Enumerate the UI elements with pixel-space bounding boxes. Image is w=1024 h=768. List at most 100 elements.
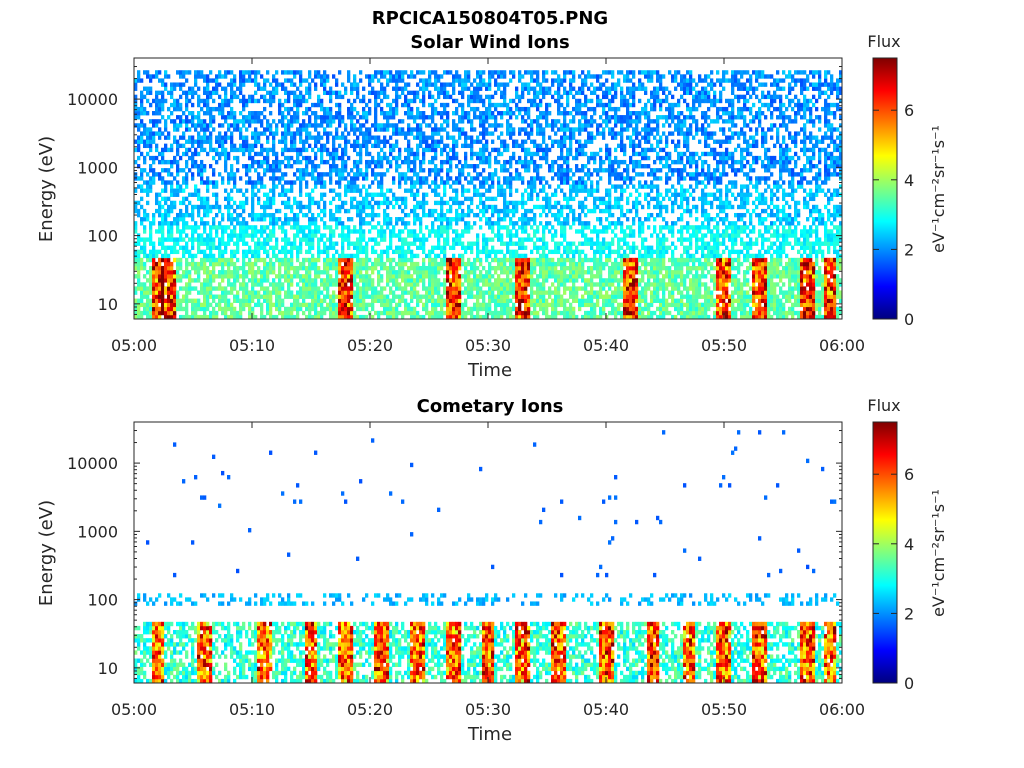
heatmap-cell bbox=[236, 265, 240, 271]
heatmap-cell bbox=[773, 274, 777, 279]
heatmap-cell bbox=[227, 302, 231, 308]
heatmap-cell bbox=[734, 233, 738, 238]
heatmap-cell bbox=[434, 314, 438, 320]
heatmap-cell bbox=[725, 265, 729, 271]
heatmap-cell bbox=[632, 302, 636, 308]
heatmap-cell bbox=[806, 278, 810, 283]
heatmap-cell bbox=[725, 294, 729, 299]
heatmap-cell bbox=[356, 257, 360, 263]
heatmap-cell bbox=[377, 298, 381, 303]
heatmap-cell bbox=[503, 200, 507, 206]
heatmap-cell bbox=[224, 294, 228, 299]
heatmap-cell bbox=[467, 294, 471, 299]
heatmap-cell bbox=[662, 298, 666, 303]
heatmap-cell bbox=[797, 212, 801, 218]
heatmap-cell bbox=[692, 257, 696, 263]
heatmap-cell bbox=[323, 261, 327, 267]
heatmap-cell bbox=[377, 200, 381, 206]
heatmap-cell bbox=[485, 241, 489, 246]
heatmap-cell bbox=[302, 261, 306, 267]
heatmap-cell bbox=[137, 270, 141, 275]
heatmap-cell bbox=[644, 257, 648, 263]
heatmap-cell bbox=[713, 245, 717, 250]
heatmap-cell bbox=[632, 245, 636, 250]
heatmap-cell bbox=[341, 257, 345, 263]
heatmap-cell bbox=[347, 270, 351, 275]
heatmap-cell bbox=[269, 204, 273, 210]
heatmap-cell bbox=[410, 290, 414, 295]
heatmap-cell bbox=[665, 298, 669, 303]
heatmap-cell bbox=[512, 270, 516, 275]
heatmap-cell bbox=[458, 294, 462, 299]
heatmap-cell bbox=[779, 241, 783, 246]
heatmap-cell bbox=[350, 229, 354, 234]
heatmap-cell bbox=[425, 298, 429, 303]
heatmap-cell bbox=[572, 310, 576, 316]
heatmap-cell bbox=[713, 225, 717, 230]
heatmap-cell bbox=[386, 298, 390, 303]
heatmap-cell bbox=[794, 212, 798, 218]
heatmap-cell bbox=[749, 192, 753, 197]
heatmap-cell bbox=[773, 282, 777, 287]
heatmap-cell bbox=[833, 294, 837, 299]
heatmap-cell bbox=[638, 314, 642, 320]
heatmap-cell bbox=[218, 306, 222, 312]
heatmap-cell bbox=[359, 245, 363, 250]
heatmap-cell bbox=[461, 212, 465, 218]
heatmap-cell bbox=[314, 257, 318, 263]
heatmap-cell bbox=[422, 306, 426, 312]
heatmap-cell bbox=[584, 278, 588, 283]
heatmap-cell bbox=[542, 302, 546, 308]
heatmap-cell bbox=[539, 257, 543, 263]
heatmap-cell bbox=[608, 294, 612, 299]
heatmap-cell bbox=[812, 249, 816, 255]
heatmap-cell bbox=[434, 270, 438, 275]
heatmap-cell bbox=[806, 274, 810, 279]
heatmap-cell bbox=[713, 249, 717, 255]
heatmap-cell bbox=[785, 253, 789, 259]
heatmap-cell bbox=[638, 306, 642, 312]
heatmap-cell bbox=[359, 265, 363, 271]
heatmap-cell bbox=[308, 245, 312, 250]
heatmap-cell bbox=[497, 221, 501, 226]
heatmap-cell bbox=[761, 217, 765, 222]
heatmap-cell bbox=[839, 278, 843, 283]
heatmap-cell bbox=[263, 274, 267, 279]
heatmap-cell bbox=[278, 302, 282, 308]
heatmap-cell bbox=[680, 253, 684, 259]
heatmap-cell bbox=[521, 245, 525, 250]
heatmap-cell bbox=[638, 249, 642, 255]
heatmap-cell bbox=[764, 294, 768, 299]
heatmap-cell bbox=[776, 257, 780, 263]
heatmap-cell bbox=[701, 225, 705, 230]
heatmap-cell bbox=[803, 310, 807, 316]
heatmap-cell bbox=[257, 282, 261, 287]
heatmap-cell bbox=[794, 241, 798, 246]
heatmap-cell bbox=[182, 229, 186, 234]
heatmap-cell bbox=[830, 298, 834, 303]
heatmap-cell bbox=[455, 200, 459, 206]
heatmap-cell bbox=[134, 310, 138, 316]
heatmap-cell bbox=[170, 274, 174, 279]
heatmap-cell bbox=[581, 233, 585, 238]
heatmap-cell bbox=[416, 294, 420, 299]
heatmap-cell bbox=[398, 204, 402, 210]
heatmap-cell bbox=[542, 237, 546, 242]
heatmap-cell bbox=[302, 290, 306, 295]
heatmap-cell bbox=[443, 270, 447, 275]
heatmap-cell bbox=[359, 261, 363, 267]
heatmap-cell bbox=[725, 282, 729, 287]
heatmap-cell bbox=[290, 306, 294, 312]
heatmap-cell bbox=[707, 192, 711, 197]
heatmap-cell bbox=[584, 257, 588, 263]
heatmap-cell bbox=[707, 253, 711, 259]
heatmap-cell bbox=[641, 278, 645, 283]
heatmap-cell bbox=[281, 298, 285, 303]
heatmap-cell bbox=[209, 208, 213, 214]
heatmap-cell bbox=[761, 196, 765, 202]
heatmap-cell bbox=[782, 302, 786, 308]
heatmap-cell bbox=[206, 204, 210, 210]
heatmap-cell bbox=[641, 290, 645, 295]
heatmap-cell bbox=[431, 298, 435, 303]
heatmap-cell bbox=[662, 261, 666, 267]
